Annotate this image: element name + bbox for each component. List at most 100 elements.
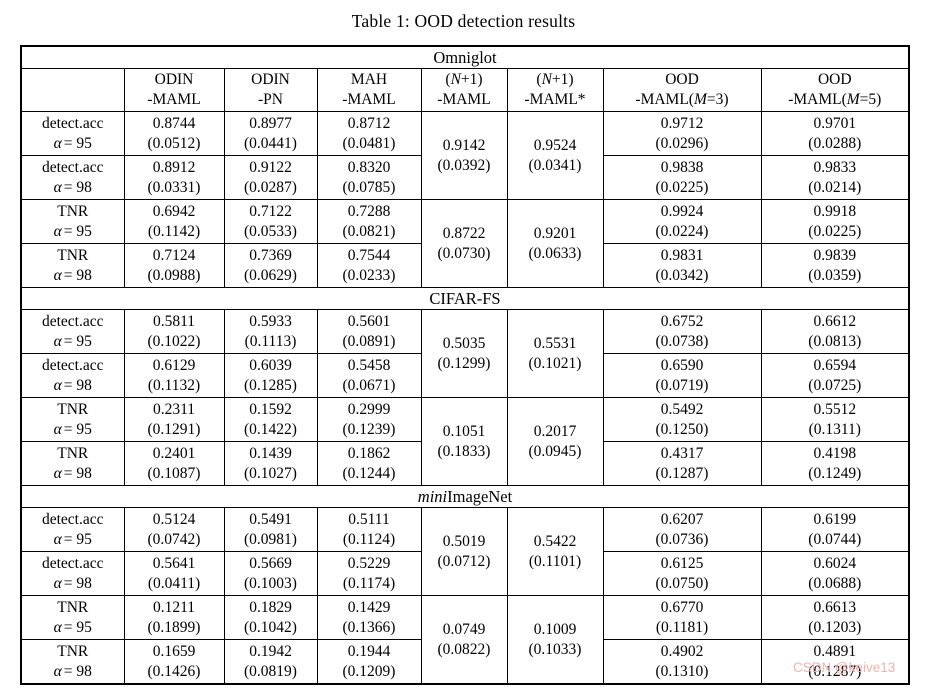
merged-metric-cell-value: 0.5422 (533, 532, 577, 550)
results-table-body: Omniglot ODIN -MAML ODIN -PN MAH -MAML (N+1) -MA… (20, 45, 910, 685)
merged-metric-cell-value: 0.9142 (442, 136, 486, 154)
column-header-row: ODIN -MAML ODIN -PN MAH -MAML (N+1) -MAML (N+1) -… (20, 68, 910, 112)
metric-cell: 0.1592 (0.1422) (223, 397, 318, 442)
column-header-line1: MAH (318, 70, 420, 90)
metric-cell-std: (0.1899) (147, 618, 201, 636)
alpha-threshold: = 98 (63, 574, 92, 592)
column-header-text: ODIN (154, 71, 194, 88)
alpha-symbol: α (53, 332, 62, 350)
metric-cell-value: 0.7369 (249, 246, 292, 264)
metric-cell: 0.5492 (0.1250) (602, 397, 762, 442)
column-header-text: OOD (817, 71, 852, 88)
table-row: detect.acc α = 98 0.5641 (0.0411) 0.5669 (0.10… (20, 551, 910, 596)
metric-cell: 0.1439 (0.1027) (223, 441, 318, 486)
column-header-line2: -MAML (422, 90, 506, 110)
section-header-text: Omniglot (433, 47, 497, 67)
alpha-symbol: α (53, 420, 62, 438)
metric-cell-std: (0.0214) (808, 178, 862, 196)
merged-metric-cell-std: (0.0633) (528, 244, 582, 262)
metric-cell: 0.8744 (0.0512) (123, 111, 225, 156)
metric-cell: 0.9839 (0.0359) (760, 243, 910, 288)
row-label-metric: detect.acc (41, 554, 104, 572)
alpha-threshold: = 98 (63, 266, 92, 284)
metric-cell-value: 0.5492 (660, 400, 704, 418)
metric-cell-std: (0.1181) (655, 618, 709, 636)
metric-cell: 0.5124 (0.0742) (123, 507, 225, 552)
metric-cell-std: (0.1113) (244, 332, 297, 350)
metric-cell: 0.2999 (0.1239) (316, 397, 422, 442)
metric-cell-value: 0.1592 (249, 400, 292, 418)
metric-cell-std: (0.1042) (244, 618, 297, 636)
column-header-text: -PN (258, 91, 283, 108)
metric-cell-std: (0.1366) (342, 618, 396, 636)
metric-cell-value: 0.9833 (813, 158, 857, 176)
metric-cell-value: 0.8744 (152, 114, 196, 132)
metric-cell-std: (0.0736) (655, 530, 709, 548)
metric-cell-value: 0.4902 (660, 642, 704, 660)
ood-results-table: Omniglot ODIN -MAML ODIN -PN MAH -MAML (N+1) -MA… (20, 45, 911, 685)
metric-cell-std: (0.1291) (147, 420, 201, 438)
merged-metric-cell-std: (0.0945) (528, 442, 582, 460)
metric-cell-std: (0.0725) (808, 376, 862, 394)
row-label: TNR α = 98 (20, 639, 125, 685)
metric-cell-std: (0.0287) (244, 178, 297, 196)
column-header-text: -MAML( (635, 91, 694, 108)
row-label-metric: detect.acc (41, 158, 104, 176)
metric-cell-std: (0.1287) (655, 464, 709, 482)
alpha-symbol: α (53, 662, 62, 680)
section-header: CIFAR-FS (20, 287, 910, 310)
metric-cell-value: 0.6612 (813, 312, 857, 330)
metric-cell-value: 0.5124 (152, 510, 196, 528)
metric-cell: 0.7288 (0.0821) (316, 199, 422, 244)
row-label: TNR α = 95 (20, 199, 125, 244)
metric-cell: 0.2311 (0.1291) (123, 397, 225, 442)
metric-cell: 0.4902 (0.1310) (602, 639, 762, 685)
metric-cell-std: (0.1132) (147, 376, 201, 394)
metric-cell-value: 0.7124 (152, 246, 196, 264)
metric-cell-value: 0.2999 (347, 400, 391, 418)
column-header: ODIN -PN (223, 68, 318, 112)
alpha-threshold: = 95 (63, 420, 92, 438)
column-header-text: -MAML (437, 91, 491, 108)
metric-cell: 0.4317 (0.1287) (602, 441, 762, 486)
metric-cell-std: (0.0225) (808, 222, 862, 240)
merged-metric-cell: 0.1051 (0.1833) (420, 397, 508, 486)
metric-cell: 0.6752 (0.0738) (602, 309, 762, 354)
metric-cell-std: (0.0719) (655, 376, 709, 394)
metric-cell-std: (0.0738) (655, 332, 709, 350)
column-header-line2: -MAML (318, 90, 420, 110)
metric-cell: 0.9712 (0.0296) (602, 111, 762, 156)
metric-cell-std: (0.0342) (655, 266, 709, 284)
metric-cell-value: 0.5512 (813, 400, 857, 418)
metric-cell-value: 0.5811 (152, 312, 196, 330)
merged-metric-cell-std: (0.1021) (528, 354, 582, 372)
column-header-line2: -PN (225, 90, 316, 110)
metric-cell-value: 0.5229 (347, 554, 391, 572)
metric-cell: 0.1429 (0.1366) (316, 595, 422, 640)
row-label: TNR α = 98 (20, 441, 125, 486)
alpha-symbol: α (53, 134, 62, 152)
row-label: detect.acc α = 95 (20, 111, 125, 156)
metric-cell-std: (0.0891) (342, 332, 396, 350)
metric-cell-value: 0.1942 (249, 642, 292, 660)
column-header-text: +1) (551, 71, 574, 88)
merged-metric-cell: 0.5019 (0.0712) (420, 507, 508, 596)
metric-cell: 0.6129 (0.1132) (123, 353, 225, 398)
metric-cell: 0.5641 (0.0411) (123, 551, 225, 596)
metric-cell: 0.4891 (0.1287) (760, 639, 910, 685)
column-header: OOD -MAML(M=3) (602, 68, 762, 112)
row-label-alpha: α = 98 (22, 376, 123, 396)
metric-cell-value: 0.9831 (660, 246, 704, 264)
column-header-text: MAH (350, 71, 388, 88)
merged-metric-cell-value: 0.8722 (442, 224, 486, 242)
metric-cell-value: 0.1429 (347, 598, 391, 616)
alpha-symbol: α (53, 178, 62, 196)
alpha-symbol: α (53, 266, 62, 284)
merged-metric-cell-std: (0.0712) (437, 552, 491, 570)
metric-cell-value: 0.1862 (347, 444, 391, 462)
column-header-text: =3) (706, 91, 729, 108)
table-row: TNR α = 98 0.1659 (0.1426) 0.1942 (0.0819) 0.19… (20, 639, 910, 685)
metric-cell-value: 0.1944 (347, 642, 391, 660)
metric-cell-value: 0.6125 (660, 554, 704, 572)
column-header-text: N (450, 71, 461, 88)
